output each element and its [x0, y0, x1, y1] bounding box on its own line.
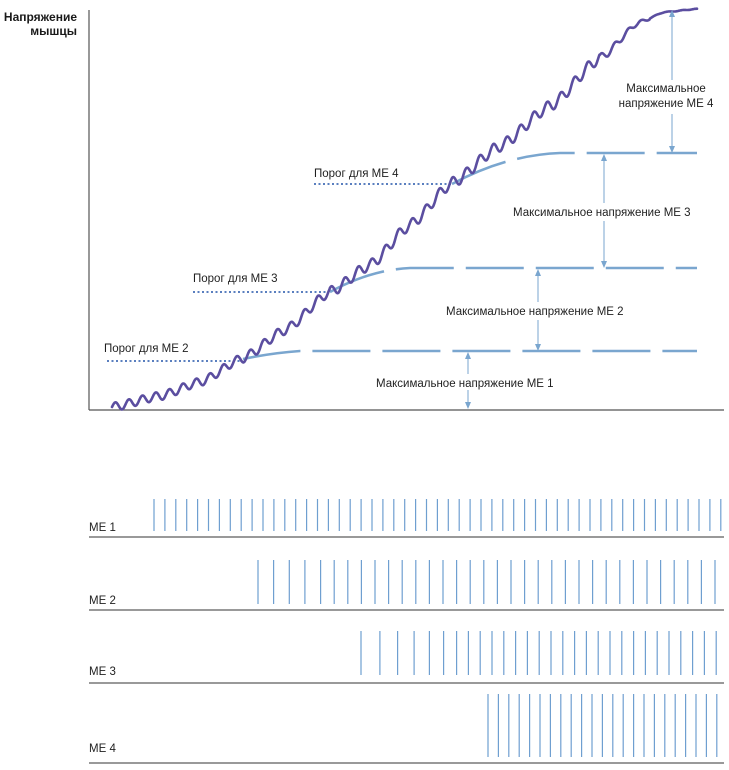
- max-tension-label-me4-line2: напряжение МЕ 4: [619, 98, 714, 110]
- spike-train-me1: МЕ 1: [89, 499, 724, 538]
- spike-train-label-me4: МЕ 4: [89, 743, 116, 755]
- max-tension-label-me2: Максимальное напряжение МЕ 2: [446, 306, 624, 318]
- spike-train-me2: МЕ 2: [89, 560, 724, 611]
- max-tension-label-me3: Максимальное напряжение МЕ 3: [513, 207, 691, 219]
- me2-contribution-curve: [242, 349, 697, 361]
- y-axis-label-line1: Напряжение: [4, 10, 77, 24]
- me3-contribution-curve: [329, 266, 697, 294]
- me4-contribution-curve: [451, 151, 697, 186]
- spike-train-me3: МЕ 3: [89, 631, 724, 684]
- max-tension-label-me4-line1: Максимальное: [626, 83, 706, 95]
- threshold-label-me4: Порог для МЕ 4: [314, 168, 399, 180]
- spike-train-me4: МЕ 4: [89, 694, 724, 764]
- threshold-label-me2: Порог для МЕ 2: [104, 343, 189, 355]
- max-tension-label-me1: Максимальное напряжение МЕ 1: [376, 378, 554, 390]
- y-axis-label-line2: мышцы: [30, 24, 77, 38]
- spike-train-label-me2: МЕ 2: [89, 595, 116, 607]
- threshold-label-me3: Порог для МЕ 3: [193, 273, 278, 285]
- muscle-tension-curve: [110, 7, 699, 411]
- spike-train-label-me3: МЕ 3: [89, 666, 116, 678]
- spike-train-label-me1: МЕ 1: [89, 522, 116, 534]
